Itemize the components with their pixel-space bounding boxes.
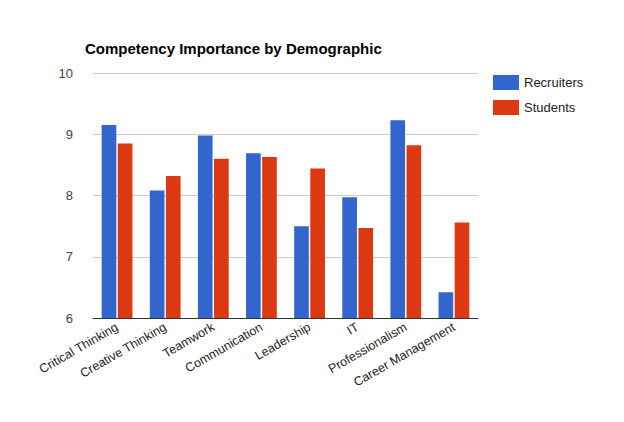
svg-text:Creative Thinking: Creative Thinking [78, 320, 169, 381]
svg-text:Professionalism: Professionalism [326, 319, 410, 377]
svg-text:9: 9 [66, 127, 73, 142]
svg-text:Communication: Communication [183, 320, 265, 376]
svg-text:Students: Students [524, 100, 576, 115]
svg-text:Teamwork: Teamwork [160, 319, 217, 361]
svg-text:6: 6 [66, 311, 73, 326]
svg-text:Leadership: Leadership [253, 320, 314, 363]
svg-text:Career Management: Career Management [351, 320, 458, 390]
svg-text:7: 7 [66, 249, 73, 264]
svg-text:Critical Thinking: Critical Thinking [36, 319, 121, 377]
svg-text:8: 8 [66, 188, 73, 203]
svg-text:IT: IT [345, 320, 362, 338]
svg-text:10: 10 [59, 66, 73, 81]
svg-text:Recruiters: Recruiters [524, 75, 584, 90]
svg-text:Competency Importance by Demog: Competency Importance by Demographic [85, 40, 382, 57]
